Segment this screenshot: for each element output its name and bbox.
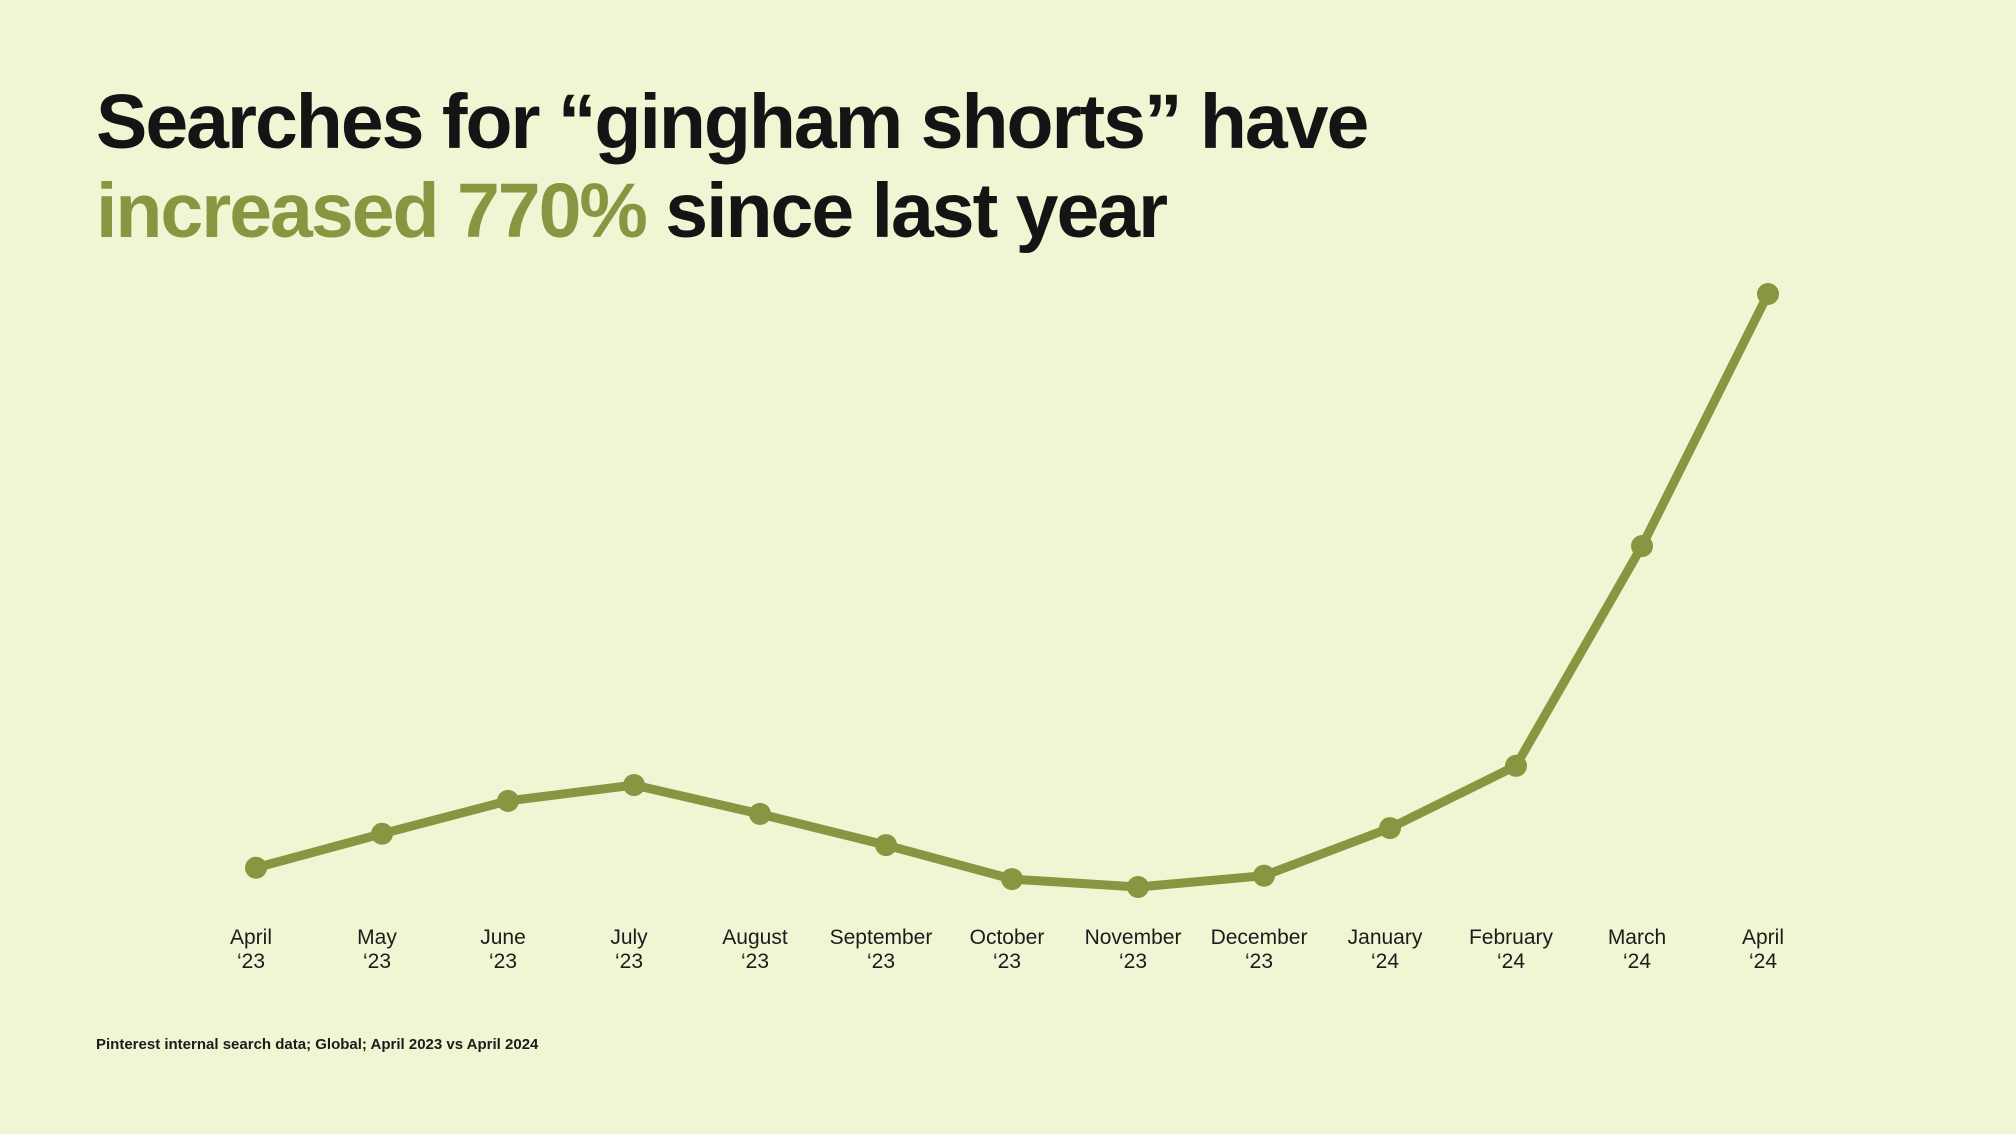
headline-accent: increased 770% (96, 168, 648, 254)
x-tick-label: June ‘23 (480, 926, 526, 973)
x-tick-label: April ‘24 (1742, 926, 1784, 973)
x-tick-label: December ‘23 (1211, 926, 1308, 973)
x-tick-label: November ‘23 (1085, 926, 1182, 973)
x-tick-label: January ‘24 (1348, 926, 1423, 973)
x-tick-label: August ‘23 (722, 926, 788, 973)
x-tick-label: April ‘23 (230, 926, 272, 973)
data-point (1253, 864, 1275, 887)
x-tick-label: February ‘24 (1469, 926, 1554, 973)
data-point (371, 822, 393, 845)
x-tick-label: July ‘23 (610, 926, 648, 973)
data-point (749, 802, 771, 825)
data-point (1001, 868, 1023, 891)
data-point (1757, 283, 1779, 305)
x-tick-label: September ‘23 (830, 926, 933, 973)
source-footnote: Pinterest internal search data; Global; … (96, 1036, 539, 1053)
data-point (1631, 535, 1653, 558)
data-point (1505, 754, 1527, 777)
x-tick-label: October ‘23 (970, 926, 1045, 973)
data-point (875, 834, 897, 857)
x-tick-label: May ‘23 (357, 926, 397, 973)
data-point (1127, 876, 1149, 898)
headline: Searches for “gingham shorts” have incre… (96, 78, 1369, 256)
headline-line-2: increased 770% since last year (96, 167, 1367, 256)
series-line (251, 289, 1773, 892)
data-point (497, 789, 519, 812)
data-point (245, 856, 267, 879)
x-axis-ticks: April ‘23 May ‘23 June ‘23 July ‘23 August ‘23 Sep… (230, 926, 1784, 973)
headline-rest: since last year (645, 168, 1168, 254)
data-point (1379, 817, 1401, 840)
series-layer (245, 283, 1779, 898)
headline-line-1: Searches for “gingham shorts” have (96, 79, 1369, 165)
x-tick-label: March ‘24 (1608, 926, 1666, 973)
data-point (623, 774, 645, 797)
